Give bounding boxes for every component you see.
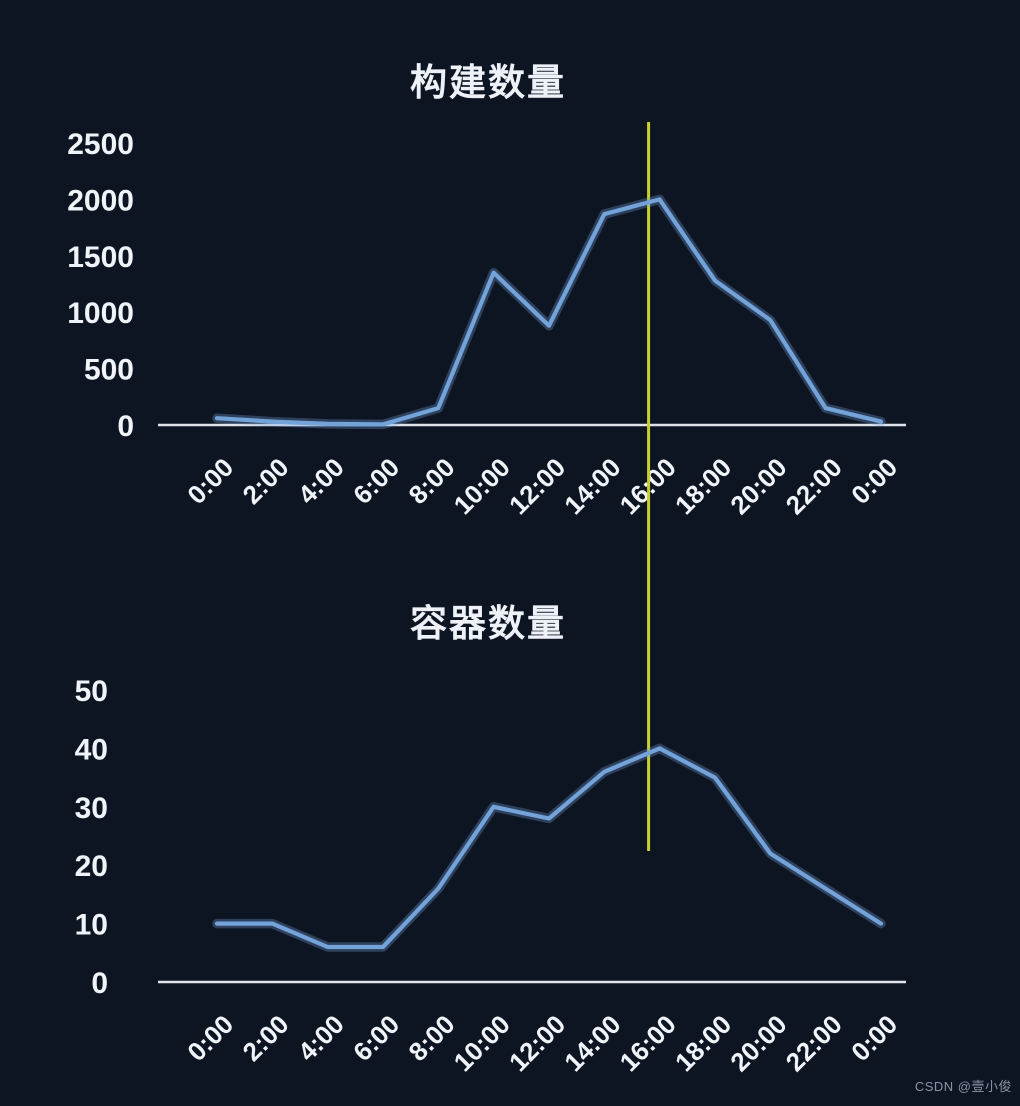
x-tick-label: 0:00 [845,1009,903,1067]
series-line [214,197,884,427]
csdn-watermark: CSDN @壹小俊 [914,1079,1012,1094]
x-tick-label: 6:00 [347,1009,405,1067]
x-tick-label: 22:00 [780,1009,848,1077]
y-tick-label: 1000 [67,297,134,330]
x-tick-label: 0:00 [181,1009,239,1067]
x-tick-label: 10:00 [448,452,516,520]
y-tick-label: 10 [75,909,108,942]
y-tick-label: 50 [75,675,108,708]
y-tick-label: 30 [75,792,108,825]
x-tick-label: 14:00 [558,452,626,520]
build-count-chart-title: 构建数量 [410,62,566,103]
x-tick-label: 10:00 [448,1009,516,1077]
x-tick-label: 0:00 [845,452,903,510]
y-tick-label: 2000 [67,184,134,217]
y-tick-label: 2500 [67,128,134,161]
x-tick-label: 20:00 [724,1009,792,1077]
x-tick-label: 6:00 [347,452,405,510]
x-tick-label: 20:00 [724,452,792,520]
x-tick-label: 12:00 [503,1009,571,1077]
series-layer [212,194,886,952]
y-tick-label: 1500 [67,241,134,274]
x-tick-label: 22:00 [780,452,848,520]
series-line [214,746,884,950]
y-tick-label: 0 [117,410,134,443]
series-line-glow [212,743,886,952]
y-tick-label: 500 [84,354,134,387]
x-tick-label: 18:00 [669,452,737,520]
y-tick-label: 20 [75,850,108,883]
x-tick-label: 14:00 [558,1009,626,1077]
x-tick-label: 2:00 [237,452,295,510]
x-tick-label: 12:00 [503,452,571,520]
x-tick-label: 4:00 [292,452,350,510]
x-tick-label: 0:00 [181,452,239,510]
x-tick-label: 18:00 [669,1009,737,1077]
x-tick-label: 4:00 [292,1009,350,1067]
y-tick-label: 0 [91,967,108,1000]
x-tick-label: 16:00 [614,1009,682,1077]
x-tick-label: 2:00 [237,1009,295,1067]
series-line-glow [212,194,886,430]
y-tick-label: 40 [75,733,108,766]
container-count-chart-title: 容器数量 [410,603,566,644]
